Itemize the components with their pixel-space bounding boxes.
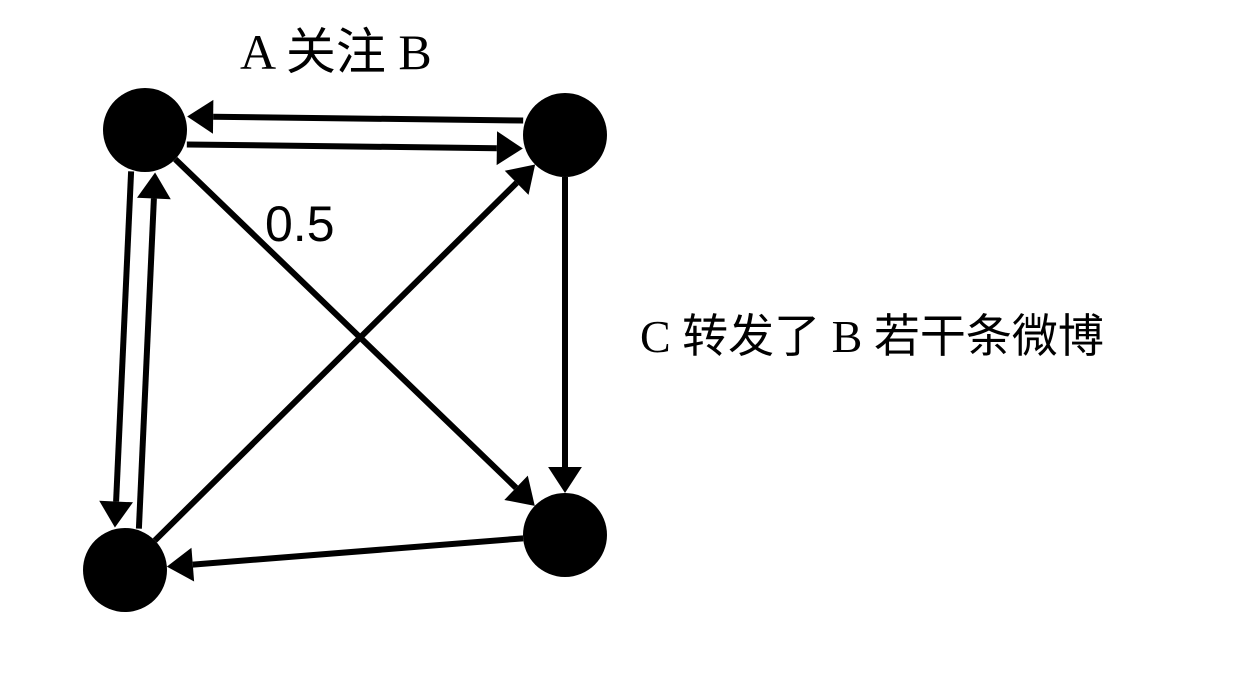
label-c-reposts-b: C 转发了 B 若干条微博 [640, 300, 1104, 366]
label-a-follows-b: A 关注 B [240, 12, 432, 84]
label-edge-weight: 0.5 [265, 195, 335, 253]
